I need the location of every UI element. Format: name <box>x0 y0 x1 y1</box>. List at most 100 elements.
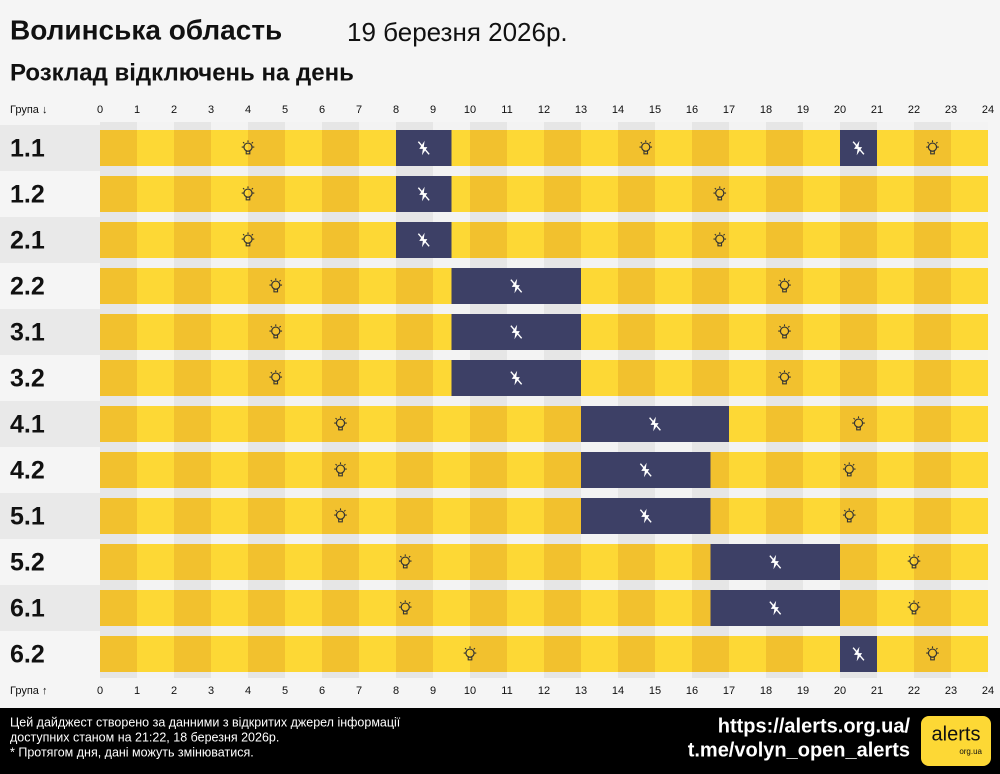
row-label: 5.1 <box>10 503 45 531</box>
on-stripe <box>729 452 766 488</box>
on-stripe <box>285 176 322 212</box>
x-tick-label: 13 <box>575 104 587 116</box>
on-stripe <box>470 498 507 534</box>
on-stripe <box>100 360 137 396</box>
on-stripe <box>803 314 840 350</box>
on-stripe <box>359 176 396 212</box>
on-stripe <box>914 268 951 304</box>
on-stripe <box>359 314 396 350</box>
on-stripe <box>322 406 359 442</box>
grid-column <box>248 122 285 678</box>
on-stripe <box>766 222 803 258</box>
on-stripe <box>951 268 988 304</box>
on-stripe <box>248 222 285 258</box>
plot: 0011223344556677889910101111121213131414… <box>10 104 994 697</box>
x-tick-label: 10 <box>464 104 476 116</box>
on-stripe <box>766 314 803 350</box>
x-tick-label: 7 <box>356 685 362 697</box>
on-stripe <box>507 406 544 442</box>
on-stripe <box>507 176 544 212</box>
on-stripe <box>433 452 470 488</box>
footer-note: Цей дайджест створено за данними з відкр… <box>10 715 401 729</box>
on-stripe <box>248 314 285 350</box>
on-stripe <box>840 544 877 580</box>
on-stripe <box>433 406 470 442</box>
x-tick-label: 16 <box>686 104 698 116</box>
x-tick-label: 20 <box>834 685 846 697</box>
on-stripe <box>729 130 766 166</box>
on-stripe <box>655 130 692 166</box>
footer-note: * Протягом дня, дані можуть змінюватися. <box>10 745 254 759</box>
on-stripe <box>803 498 840 534</box>
on-stripe <box>729 222 766 258</box>
on-stripe <box>470 176 507 212</box>
x-tick-label: 2 <box>171 685 177 697</box>
footer-note: доступних станом на 21:22, 18 березня 20… <box>10 730 279 744</box>
x-tick-label: 1 <box>134 104 140 116</box>
on-stripe <box>692 222 729 258</box>
on-stripe <box>618 314 655 350</box>
on-stripe <box>285 406 322 442</box>
on-stripe <box>803 360 840 396</box>
on-stripe <box>655 314 692 350</box>
on-stripe <box>840 314 877 350</box>
on-stripe <box>803 222 840 258</box>
x-tick-label: 18 <box>760 685 772 697</box>
footer-url[interactable]: t.me/volyn_open_alerts <box>688 739 910 761</box>
row-bg <box>0 631 100 677</box>
x-tick-label: 9 <box>430 685 436 697</box>
x-tick-label: 24 <box>982 685 994 697</box>
on-stripe <box>581 268 618 304</box>
on-stripe <box>174 406 211 442</box>
on-stripe <box>248 636 285 672</box>
logo: alerts <box>932 723 981 745</box>
x-tick-label: 11 <box>501 104 512 116</box>
row-bg <box>0 355 100 401</box>
on-stripe <box>285 590 322 626</box>
on-stripe <box>433 636 470 672</box>
x-tick-label: 6 <box>319 685 325 697</box>
grid-column <box>914 122 951 678</box>
row-label: 1.2 <box>10 181 45 209</box>
on-stripe <box>766 268 803 304</box>
row-label: 4.1 <box>10 411 45 439</box>
on-stripe <box>507 222 544 258</box>
on-stripe <box>618 130 655 166</box>
grid-column <box>544 122 581 678</box>
x-tick-label: 19 <box>797 104 809 116</box>
on-stripe <box>544 590 581 626</box>
on-stripe <box>322 590 359 626</box>
on-stripe <box>211 268 248 304</box>
on-stripe <box>840 406 877 442</box>
on-stripe <box>729 360 766 396</box>
on-stripe <box>359 452 396 488</box>
x-tick-label: 18 <box>760 104 772 116</box>
footer-url[interactable]: https://alerts.org.ua/ <box>718 715 911 737</box>
on-stripe <box>877 636 914 672</box>
x-tick-label: 15 <box>649 104 661 116</box>
on-stripe <box>951 176 988 212</box>
grid-column <box>766 122 803 678</box>
x-tick-label: 13 <box>575 685 587 697</box>
x-tick-label: 4 <box>245 104 251 116</box>
on-stripe <box>248 544 285 580</box>
grid-column <box>100 122 137 678</box>
x-tick-label: 5 <box>282 685 288 697</box>
x-tick-label: 6 <box>319 104 325 116</box>
on-stripe <box>137 130 174 166</box>
x-tick-label: 11 <box>501 685 512 697</box>
on-stripe <box>396 498 433 534</box>
row-bg <box>0 171 100 217</box>
on-stripe <box>174 452 211 488</box>
on-stripe <box>618 176 655 212</box>
logo-sub: org.ua <box>959 747 982 756</box>
on-stripe <box>470 544 507 580</box>
on-stripe <box>581 222 618 258</box>
on-stripe <box>248 452 285 488</box>
on-stripe <box>248 498 285 534</box>
on-stripe <box>544 452 581 488</box>
grid-column <box>729 122 766 678</box>
on-stripe <box>137 498 174 534</box>
x-tick-label: 17 <box>723 104 735 116</box>
row-label: 6.1 <box>10 595 45 623</box>
